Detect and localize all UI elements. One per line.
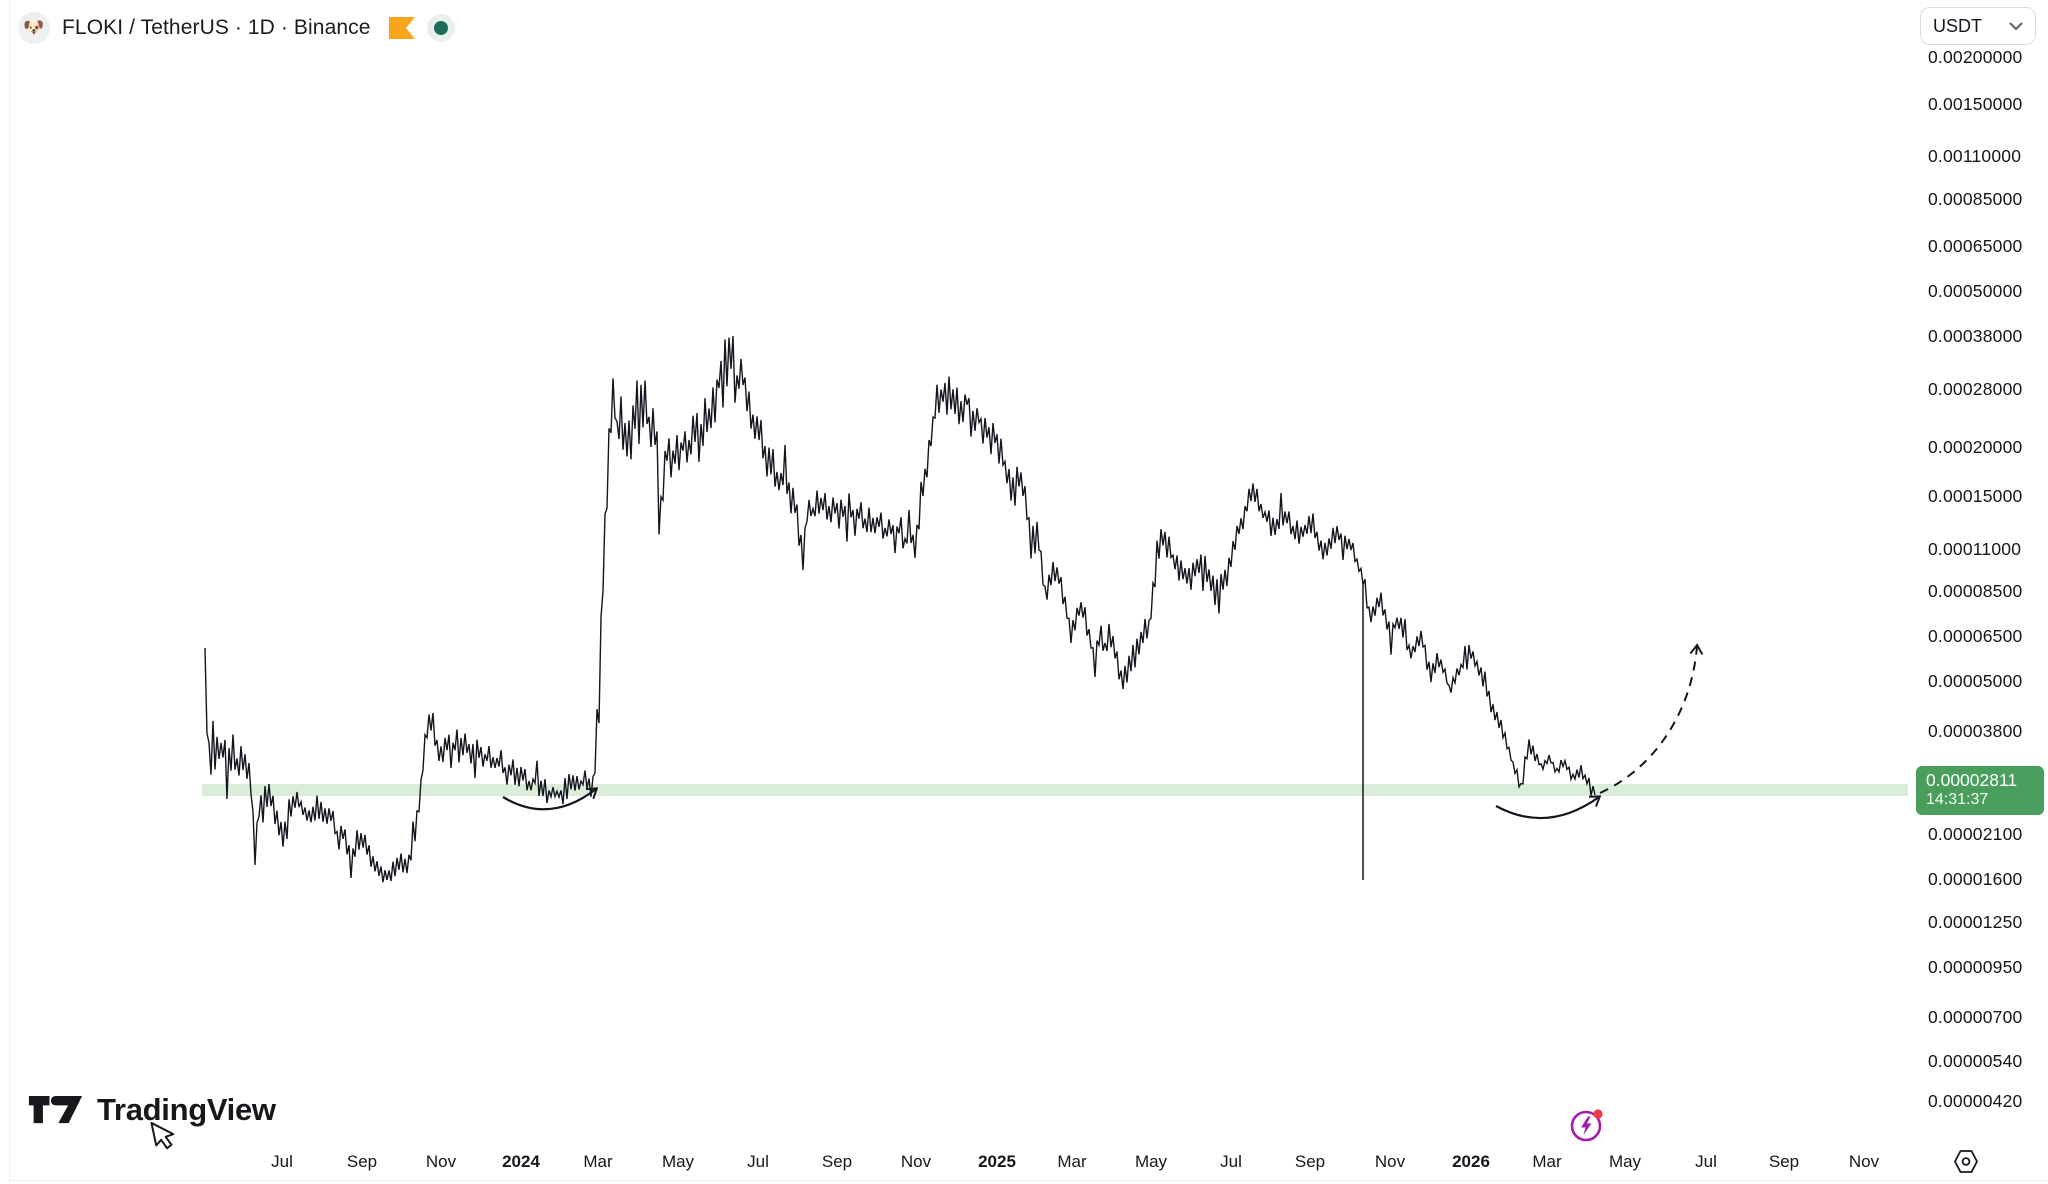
price-tick-label: 0.00065000 bbox=[1928, 236, 2023, 256]
last-price-label: 0.00002811 14:31:37 bbox=[1916, 766, 2044, 815]
floki-logo-icon: 🐶 bbox=[18, 12, 50, 44]
mouse-cursor-icon bbox=[150, 1120, 180, 1157]
last-price-value: 0.00002811 bbox=[1926, 770, 2018, 790]
time-axis-month-label: Nov bbox=[900, 1152, 932, 1171]
time-axis-year-label: 2025 bbox=[978, 1152, 1016, 1171]
status-dot-inner bbox=[433, 21, 448, 35]
countdown-timer: 14:31:37 bbox=[1926, 791, 1989, 808]
time-axis-year-label: 2026 bbox=[1452, 1152, 1490, 1171]
time-axis-month-label: May bbox=[1608, 1152, 1642, 1171]
time-axis-month-label: Mar bbox=[1532, 1152, 1562, 1171]
flag-icon[interactable] bbox=[388, 16, 415, 40]
time-axis-month-label: Nov bbox=[1848, 1152, 1880, 1171]
time-axis-month-label: May bbox=[661, 1152, 695, 1171]
price-tick-label: 0.00085000 bbox=[1928, 189, 2023, 209]
price-tick-label: 0.00011000 bbox=[1928, 539, 2022, 559]
time-axis-month-label: Sep bbox=[821, 1152, 853, 1171]
price-tick-label: 0.00150000 bbox=[1928, 94, 2023, 114]
lightning-alert-icon[interactable] bbox=[1568, 1104, 1608, 1149]
time-axis-month-label: Jul bbox=[271, 1152, 293, 1171]
time-axis-month-label: Mar bbox=[1057, 1152, 1087, 1171]
bounce-curved-arrow[interactable] bbox=[1495, 795, 1602, 820]
tradingview-logo-text: TradingView bbox=[97, 1092, 276, 1127]
support-band[interactable] bbox=[202, 784, 1908, 796]
time-axis-month-label: Sep bbox=[1768, 1152, 1800, 1171]
tradingview-logo-icon bbox=[28, 1096, 83, 1124]
chevron-down-icon bbox=[2009, 22, 2023, 31]
price-tick-label: 0.00038000 bbox=[1928, 326, 2023, 346]
time-axis-month-label: Jul bbox=[747, 1152, 769, 1171]
time-axis-month-label: Nov bbox=[425, 1152, 457, 1171]
time-axis-year-label: 2024 bbox=[502, 1152, 540, 1171]
price-tick-label: 0.00002100 bbox=[1928, 824, 2023, 844]
price-tick-label: 0.00000950 bbox=[1928, 957, 2023, 977]
currency-value: USDT bbox=[1933, 15, 1982, 36]
price-tick-label: 0.00001250 bbox=[1928, 912, 2023, 932]
time-axis[interactable]: Jul Sep Nov 2024 Mar May Jul Sep Nov 2025 Mar May Ju… bbox=[0, 1146, 1908, 1184]
price-axis[interactable]: 0.00200000 0.00150000 0.00110000 0.00085000… bbox=[1908, 0, 2048, 1148]
time-axis-month-label: Sep bbox=[346, 1152, 378, 1171]
price-tick-label: 0.00020000 bbox=[1928, 437, 2023, 457]
price-tick-label: 0.00028000 bbox=[1928, 379, 2023, 399]
price-tick-label: 0.00000700 bbox=[1928, 1007, 2023, 1027]
time-axis-month-label: Sep bbox=[1294, 1152, 1326, 1171]
price-tick-label: 0.00200000 bbox=[1928, 47, 2023, 67]
left-edge-divider bbox=[9, 0, 10, 1184]
price-tick-label: 0.00015000 bbox=[1928, 486, 2023, 506]
tradingview-watermark[interactable]: TradingView bbox=[28, 1092, 276, 1128]
projection-dashed-arrow[interactable] bbox=[1599, 643, 1704, 794]
time-axis-month-label: May bbox=[1134, 1152, 1168, 1171]
market-status-dot-icon[interactable] bbox=[426, 14, 455, 42]
time-axis-month-label: Mar bbox=[583, 1152, 613, 1171]
symbol-title[interactable]: FLOKI / TetherUS · 1D · Binance bbox=[62, 16, 371, 39]
price-tick-label: 0.00050000 bbox=[1928, 281, 2023, 301]
bounce-curved-arrow[interactable] bbox=[502, 787, 599, 811]
price-tick-label: 0.00006500 bbox=[1928, 626, 2023, 646]
price-tick-label: 0.00000420 bbox=[1928, 1091, 2023, 1111]
price-tick-label: 0.00005000 bbox=[1928, 671, 2023, 691]
price-tick-label: 0.00008500 bbox=[1928, 581, 2023, 601]
price-series-trace bbox=[204, 335, 1596, 883]
symbol-header: 🐶 FLOKI / TetherUS · 1D · Binance bbox=[18, 10, 455, 46]
bottom-edge-divider bbox=[10, 1180, 2048, 1181]
time-axis-month-label: Jul bbox=[1695, 1152, 1717, 1171]
price-tick-label: 0.00003800 bbox=[1928, 721, 2023, 741]
price-tick-label: 0.00110000 bbox=[1928, 146, 2022, 166]
time-axis-month-label: Nov bbox=[1374, 1152, 1406, 1171]
settings-gear-icon[interactable] bbox=[1952, 1149, 1980, 1179]
price-tick-label: 0.00001600 bbox=[1928, 869, 2023, 889]
time-axis-month-label: Jul bbox=[1220, 1152, 1242, 1171]
price-tick-label: 0.00000540 bbox=[1928, 1051, 2023, 1071]
currency-selector[interactable]: USDT bbox=[1920, 7, 2036, 45]
